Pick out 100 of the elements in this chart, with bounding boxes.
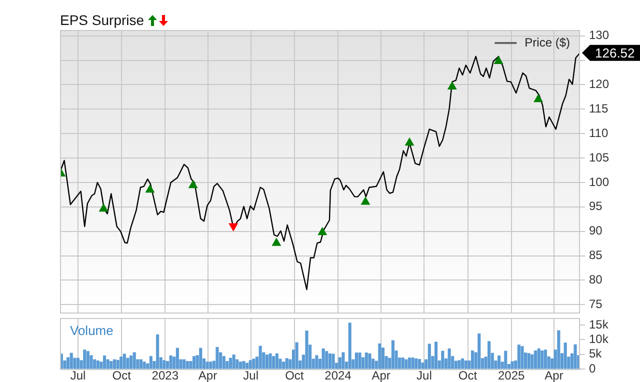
bar bbox=[132, 352, 136, 369]
point bbox=[99, 204, 108, 212]
bar bbox=[354, 352, 358, 369]
bar bbox=[106, 359, 110, 369]
x-tick-label: Apr bbox=[544, 368, 564, 382]
bar bbox=[86, 351, 90, 369]
point bbox=[494, 56, 503, 64]
bar bbox=[242, 361, 246, 369]
bar bbox=[149, 356, 152, 369]
bar bbox=[401, 358, 404, 369]
bar bbox=[504, 350, 508, 369]
x-tick-label: Apr bbox=[372, 368, 390, 382]
bar bbox=[544, 350, 547, 369]
y-tick-label: 5k bbox=[589, 346, 603, 361]
bar bbox=[228, 358, 232, 369]
y-tick-label: 110 bbox=[589, 126, 608, 140]
y-tick-label: 105 bbox=[589, 150, 610, 164]
bar bbox=[295, 342, 298, 369]
bar bbox=[478, 334, 481, 369]
bar bbox=[116, 360, 120, 369]
bar bbox=[348, 322, 352, 369]
bar bbox=[434, 342, 438, 369]
bar bbox=[122, 354, 126, 369]
bar bbox=[428, 344, 431, 369]
bar bbox=[391, 340, 394, 369]
bar bbox=[325, 351, 328, 369]
y-tick-label: 100 bbox=[589, 174, 610, 189]
bar bbox=[364, 352, 368, 369]
bar bbox=[574, 344, 577, 369]
bar bbox=[232, 354, 236, 369]
bar bbox=[305, 330, 308, 369]
bar bbox=[421, 362, 424, 369]
y-tick-label: 75 bbox=[589, 296, 603, 311]
bar bbox=[268, 353, 272, 369]
bar bbox=[206, 362, 209, 369]
bar bbox=[238, 362, 242, 369]
bar bbox=[328, 353, 332, 369]
bar bbox=[488, 341, 491, 369]
x-tick-label: 2023 bbox=[152, 368, 179, 382]
y-tick-label: 0 bbox=[589, 361, 596, 376]
y-tick-label: 80 bbox=[589, 272, 603, 287]
bar bbox=[470, 350, 474, 369]
x-tick-label: Apr bbox=[198, 368, 218, 382]
y-tick-label: 85 bbox=[589, 248, 603, 262]
bar bbox=[527, 353, 530, 369]
bar bbox=[130, 355, 133, 369]
bar bbox=[285, 358, 288, 369]
bar bbox=[381, 348, 385, 369]
bar bbox=[216, 346, 219, 369]
y-tick-label: 90 bbox=[589, 224, 603, 238]
bar bbox=[66, 357, 70, 369]
bar bbox=[534, 350, 538, 369]
bar bbox=[156, 334, 160, 369]
y-tick-label: 15k bbox=[589, 317, 610, 332]
bar bbox=[332, 354, 335, 369]
bar bbox=[139, 359, 143, 369]
chart-title: EPS Surprise bbox=[60, 12, 144, 28]
bar bbox=[557, 330, 560, 369]
y-tick-label: 10k bbox=[589, 332, 610, 346]
bar bbox=[96, 360, 100, 369]
x-tick-label: Oct bbox=[112, 368, 132, 382]
y-tick-label: 115 bbox=[589, 101, 608, 116]
bar bbox=[90, 355, 93, 369]
point bbox=[188, 180, 198, 188]
bar bbox=[458, 360, 461, 369]
point bbox=[146, 184, 154, 193]
bar bbox=[322, 348, 325, 369]
point bbox=[405, 138, 414, 146]
bar bbox=[418, 359, 421, 369]
x-tick-label: 2025 bbox=[498, 368, 525, 382]
bar bbox=[404, 359, 408, 369]
bar bbox=[272, 356, 276, 369]
bar bbox=[464, 360, 468, 369]
bar bbox=[530, 354, 534, 369]
bar bbox=[162, 360, 166, 369]
bar bbox=[378, 343, 382, 369]
y-tick-label: 130 bbox=[589, 28, 610, 42]
bar bbox=[76, 358, 80, 369]
point bbox=[272, 238, 281, 246]
bar bbox=[93, 359, 96, 369]
x-tick-label: Oct bbox=[458, 368, 478, 382]
bar bbox=[461, 358, 464, 369]
x-tick-label: Jul bbox=[70, 368, 86, 382]
bar bbox=[169, 355, 172, 369]
bar bbox=[110, 361, 113, 369]
bar bbox=[83, 350, 86, 369]
annotation: 126.52 bbox=[595, 45, 635, 60]
bar bbox=[126, 358, 130, 369]
bar bbox=[182, 359, 186, 369]
bar bbox=[265, 354, 268, 369]
bar bbox=[222, 356, 226, 369]
bar bbox=[142, 362, 146, 369]
bar bbox=[517, 344, 520, 369]
bar bbox=[315, 355, 318, 369]
bar bbox=[564, 342, 567, 369]
bar bbox=[342, 352, 345, 369]
bar bbox=[209, 362, 212, 369]
bar bbox=[199, 348, 202, 369]
bar bbox=[70, 352, 73, 369]
bar bbox=[497, 355, 501, 369]
